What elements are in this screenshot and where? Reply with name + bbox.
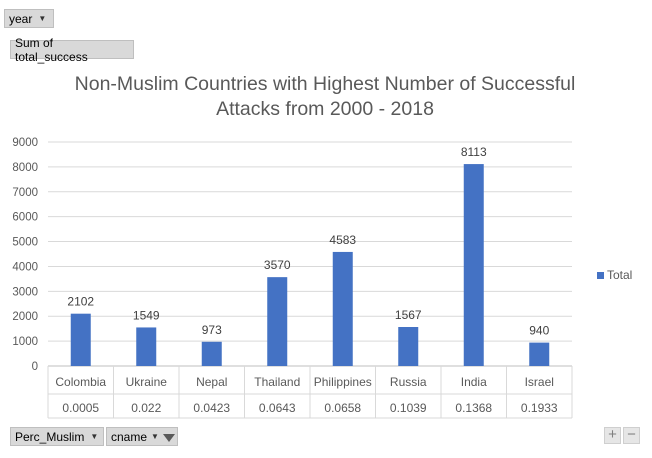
bar [136, 327, 157, 366]
sum-field-button[interactable]: Sum of total_success [10, 36, 134, 64]
legend-label: Total [607, 268, 633, 282]
y-tick-label: 3000 [12, 286, 38, 298]
category-label: Israel [525, 375, 554, 389]
outer-category-label: 0.1039 [390, 401, 427, 415]
data-label: 4583 [329, 233, 356, 247]
filter-icon [162, 433, 175, 442]
dropdown-arrow-icon: ▼ [151, 432, 159, 441]
outer-category-label: 0.0423 [193, 401, 230, 415]
bar [398, 326, 419, 366]
data-label: 1549 [133, 308, 160, 322]
year-filter-label: year [9, 11, 33, 26]
outer-category-label: 0.022 [131, 401, 161, 415]
y-tick-label: 7000 [12, 187, 38, 199]
category-label: Philippines [314, 375, 372, 389]
outer-category-label: 0.0005 [62, 401, 99, 415]
sum-field-label: Sum of total_success [15, 35, 88, 64]
y-tick-label: 1000 [12, 336, 38, 348]
data-label: 3570 [264, 258, 291, 272]
cname-label: cname [111, 429, 148, 444]
perc-muslim-label: Perc_Muslim [15, 429, 85, 444]
perc-muslim-field-button[interactable]: Perc_Muslim ▼ [10, 427, 104, 446]
bar [529, 342, 550, 366]
category-label: Colombia [55, 375, 106, 389]
data-label: 8113 [461, 145, 487, 159]
bar [201, 341, 222, 366]
dropdown-arrow-icon: ▼ [90, 432, 99, 441]
category-label: India [461, 375, 487, 389]
data-label: 940 [529, 324, 549, 338]
y-tick-label: 5000 [12, 237, 38, 249]
data-label: 973 [202, 323, 222, 337]
collapse-field-button[interactable]: − [623, 427, 640, 444]
bar [70, 313, 91, 366]
legend: Total [597, 268, 632, 282]
outer-category-label: 0.1368 [455, 401, 492, 415]
chart-title-line-1: Non-Muslim Countries with Highest Number… [74, 73, 576, 95]
data-label: 1567 [395, 308, 422, 322]
bar [463, 164, 484, 366]
category-label: Thailand [254, 375, 300, 389]
expand-field-button[interactable]: + [604, 427, 621, 444]
y-tick-label: 9000 [12, 137, 38, 149]
y-tick-label: 8000 [12, 162, 38, 174]
y-tick-label: 4000 [12, 261, 38, 273]
outer-category-label: 0.0643 [259, 401, 296, 415]
outer-category-label: 0.1933 [521, 401, 558, 415]
y-tick-label: 0 [32, 361, 38, 373]
category-label: Ukraine [126, 375, 168, 389]
outer-category-label: 0.0658 [324, 401, 361, 415]
data-label: 2102 [67, 295, 94, 309]
cname-field-button[interactable]: cname ▼ [106, 427, 178, 446]
y-tick-label: 2000 [12, 311, 38, 323]
category-label: Nepal [196, 375, 227, 389]
bar [267, 277, 288, 366]
chart-title-line-2: Attacks from 2000 - 2018 [216, 98, 434, 120]
year-filter-button[interactable]: year ▼ [4, 9, 54, 28]
chart-title: Non-Muslim Countries with Highest Number… [30, 72, 620, 122]
legend-swatch [597, 271, 604, 279]
category-label: Russia [390, 375, 427, 389]
dropdown-arrow-icon: ▼ [38, 14, 47, 23]
bar [332, 251, 353, 366]
y-tick-label: 6000 [12, 212, 38, 224]
